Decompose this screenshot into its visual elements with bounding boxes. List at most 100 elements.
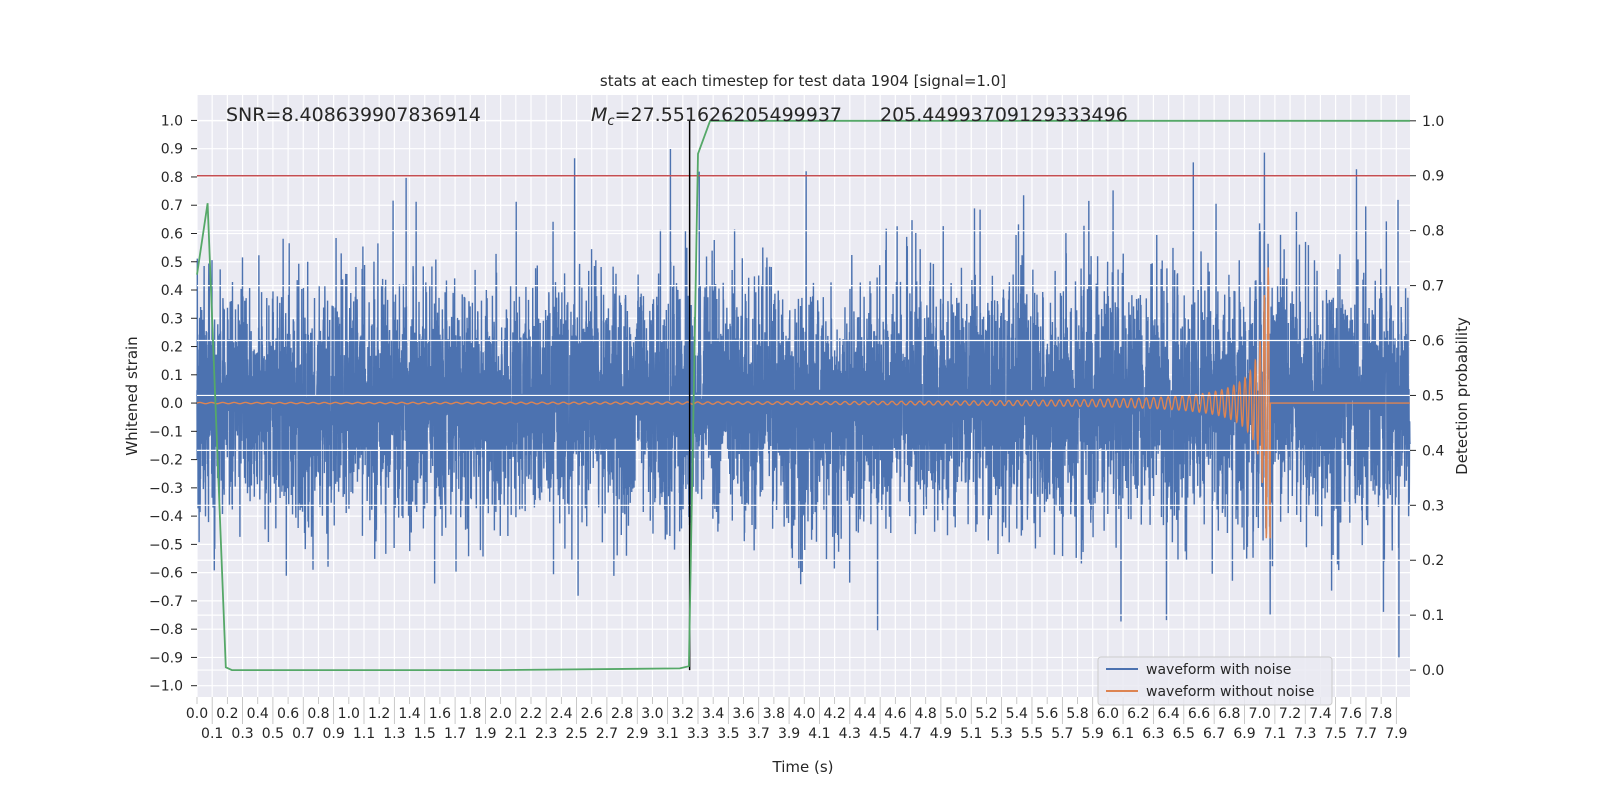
x-tick-label: 1.8 — [459, 706, 481, 722]
y-tick-label: −1.0 — [149, 679, 183, 695]
x-tick-label: 4.0 — [793, 706, 815, 722]
y-tick-label: 0.4 — [161, 283, 183, 299]
x-tick-label: 2.0 — [489, 706, 511, 722]
series-waveform-with-noise — [196, 149, 1411, 658]
x-tick-label: 7.5 — [1324, 726, 1346, 742]
y-axis-right-label: Detection probability — [1453, 317, 1471, 475]
x-tick-label: 3.4 — [702, 706, 724, 722]
x-tick-label: 0.1 — [201, 726, 223, 742]
x-tick-label: 3.7 — [748, 726, 770, 742]
x-tick-label: 6.8 — [1218, 706, 1240, 722]
x-tick-label: 0.9 — [323, 726, 345, 742]
x-tick-label: 2.9 — [626, 726, 648, 742]
x-tick-label: 4.9 — [930, 726, 952, 742]
y-right-tick-label: 0.6 — [1422, 334, 1444, 350]
y-tick-label: 0.9 — [161, 142, 183, 158]
y-right-tick-label: 0.1 — [1422, 608, 1444, 624]
y-right-tick-label: 0.8 — [1422, 224, 1444, 240]
x-tick-label: 7.4 — [1309, 706, 1331, 722]
y-right-tick-label: 1.0 — [1422, 114, 1444, 130]
overlapping-annotation: 205.44993709129333496 — [880, 104, 1128, 126]
y-tick-label: −0.1 — [149, 424, 183, 440]
x-tick-label: 7.1 — [1264, 726, 1286, 742]
x-tick-label: 4.2 — [823, 706, 845, 722]
y-right-tick-label: 0.2 — [1422, 553, 1444, 569]
x-tick-label: 3.5 — [717, 726, 739, 742]
x-tick-label: 2.6 — [581, 706, 603, 722]
x-tick-label: 2.3 — [535, 726, 557, 742]
left-series — [196, 149, 1411, 658]
y-tick-label: −0.3 — [149, 481, 183, 497]
x-tick-label: 6.7 — [1203, 726, 1225, 742]
x-tick-label: 6.5 — [1173, 726, 1195, 742]
mc-symbol: M — [591, 104, 607, 126]
x-tick-label: 6.6 — [1188, 706, 1210, 722]
y-tick-label: 0.3 — [161, 311, 183, 327]
x-tick-label: 5.5 — [1021, 726, 1043, 742]
series-detection-probability — [196, 119, 1410, 671]
x-tick-label: 5.0 — [945, 706, 967, 722]
x-tick-label: 3.2 — [672, 706, 694, 722]
mc-value: =27.551626205499937 — [615, 104, 842, 126]
x-tick-label: 1.4 — [398, 706, 420, 722]
x-tick-label: 1.6 — [429, 706, 451, 722]
x-tick-label: 4.3 — [839, 726, 861, 742]
y-right-tick-label: 0.0 — [1422, 663, 1444, 679]
x-tick-label: 6.3 — [1142, 726, 1164, 742]
y-right-tick-label: 0.5 — [1422, 388, 1444, 404]
snr-annotation: SNR=8.408639907836914 — [226, 104, 481, 126]
y-tick-label: −0.2 — [149, 453, 183, 469]
legend: waveform with noise waveform without noi… — [1097, 656, 1333, 706]
x-tick-label: 7.6 — [1340, 706, 1362, 722]
x-tick-label: 1.7 — [444, 726, 466, 742]
legend-label-noise: waveform with noise — [1146, 662, 1291, 678]
y-tick-label: 0.5 — [161, 255, 183, 271]
x-tick-label: 0.6 — [277, 706, 299, 722]
x-tick-label: 6.9 — [1233, 726, 1255, 742]
y-tick-label: 0.7 — [161, 198, 183, 214]
x-tick-label: 3.3 — [687, 726, 709, 742]
x-tick-label: 3.9 — [778, 726, 800, 742]
x-tick-label: 7.3 — [1294, 726, 1316, 742]
x-tick-label: 1.2 — [368, 706, 390, 722]
y-tick-label: −0.7 — [149, 594, 183, 610]
x-tick-label: 7.7 — [1355, 726, 1377, 742]
x-axis-label: Time (s) — [772, 758, 834, 776]
y-right-tick-label: 0.9 — [1422, 169, 1444, 185]
x-tick-label: 1.3 — [383, 726, 405, 742]
legend-label-clean: waveform without noise — [1146, 684, 1314, 700]
x-tick-label: 0.8 — [307, 706, 329, 722]
legend-box — [1097, 656, 1333, 706]
x-tick-label: 3.0 — [641, 706, 663, 722]
y-tick-label: −0.6 — [149, 566, 183, 582]
x-tick-label: 2.7 — [596, 726, 618, 742]
y-axis-label: Whitened strain — [123, 336, 141, 455]
y-tick-label: 0.8 — [161, 170, 183, 186]
x-tick-label: 4.4 — [854, 706, 876, 722]
x-tick-label: 5.9 — [1082, 726, 1104, 742]
y-tick-label: −0.5 — [149, 537, 183, 553]
y-right-tick-label: 0.4 — [1422, 443, 1444, 459]
x-tick-label: 5.2 — [975, 706, 997, 722]
x-tick-label: 2.5 — [565, 726, 587, 742]
x-tick-label: 0.0 — [186, 706, 208, 722]
x-tick-label: 3.8 — [763, 706, 785, 722]
x-tick-label: 6.4 — [1157, 706, 1179, 722]
x-tick-label: 0.7 — [292, 726, 314, 742]
x-tick-label: 1.1 — [353, 726, 375, 742]
x-tick-label: 2.8 — [611, 706, 633, 722]
y-tick-label: 0.2 — [161, 340, 183, 356]
x-tick-label: 6.1 — [1112, 726, 1134, 742]
y-tick-label: 1.0 — [161, 113, 183, 129]
x-tick-label: 7.8 — [1370, 706, 1392, 722]
x-tick-label: 2.2 — [520, 706, 542, 722]
x-tick-label: 5.1 — [960, 726, 982, 742]
x-tick-label: 5.6 — [1036, 706, 1058, 722]
x-tick-label: 5.3 — [990, 726, 1012, 742]
y-tick-label: 0.0 — [161, 396, 183, 412]
x-tick-label: 4.1 — [808, 726, 830, 742]
x-tick-label: 0.3 — [231, 726, 253, 742]
x-tick-label: 0.4 — [247, 706, 269, 722]
chirp-mass-annotation: Mc=27.551626205499937 — [591, 104, 842, 129]
